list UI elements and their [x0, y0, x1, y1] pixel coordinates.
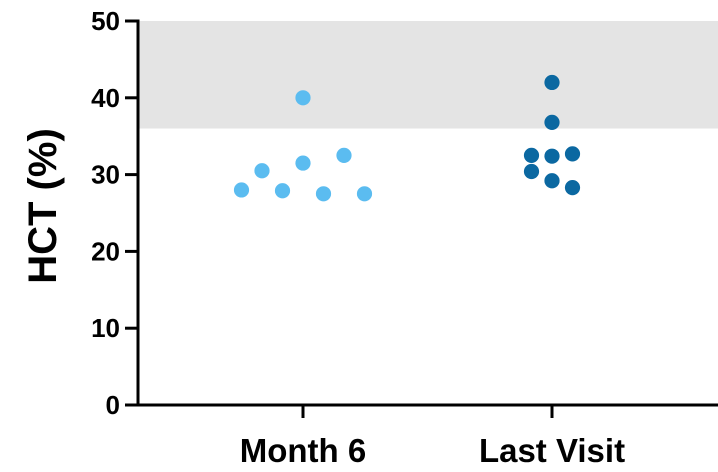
- x-category-label: Month 6: [240, 432, 366, 469]
- y-tick-label: 20: [91, 236, 120, 266]
- data-point: [544, 114, 560, 130]
- y-tick-label: 40: [91, 83, 120, 113]
- data-point: [254, 163, 270, 179]
- x-axis-ticks: Month 6 Last Visit: [240, 405, 625, 469]
- data-point: [274, 183, 291, 199]
- reference-band: [138, 21, 718, 129]
- data-point: [544, 173, 560, 189]
- data-point: [564, 146, 581, 162]
- y-axis-title: HCT (%): [21, 128, 65, 284]
- y-tick-label: 30: [91, 160, 120, 190]
- x-category-label: Last Visit: [479, 432, 625, 469]
- data-point: [295, 155, 311, 171]
- data-point: [523, 163, 540, 180]
- data-point: [315, 186, 332, 202]
- y-tick-label: 10: [91, 313, 120, 343]
- data-point: [544, 148, 560, 164]
- data-point: [233, 182, 250, 198]
- data-point: [523, 147, 540, 163]
- data-point: [336, 147, 352, 163]
- data-point: [544, 74, 560, 91]
- data-point: [295, 90, 311, 106]
- data-points: [233, 74, 581, 202]
- y-tick-label: 0: [106, 390, 120, 420]
- y-tick-label: 50: [91, 6, 120, 36]
- data-point: [356, 186, 373, 202]
- y-axis-ticks: 0 10 20 30 40 50: [91, 6, 138, 420]
- data-point: [564, 180, 581, 196]
